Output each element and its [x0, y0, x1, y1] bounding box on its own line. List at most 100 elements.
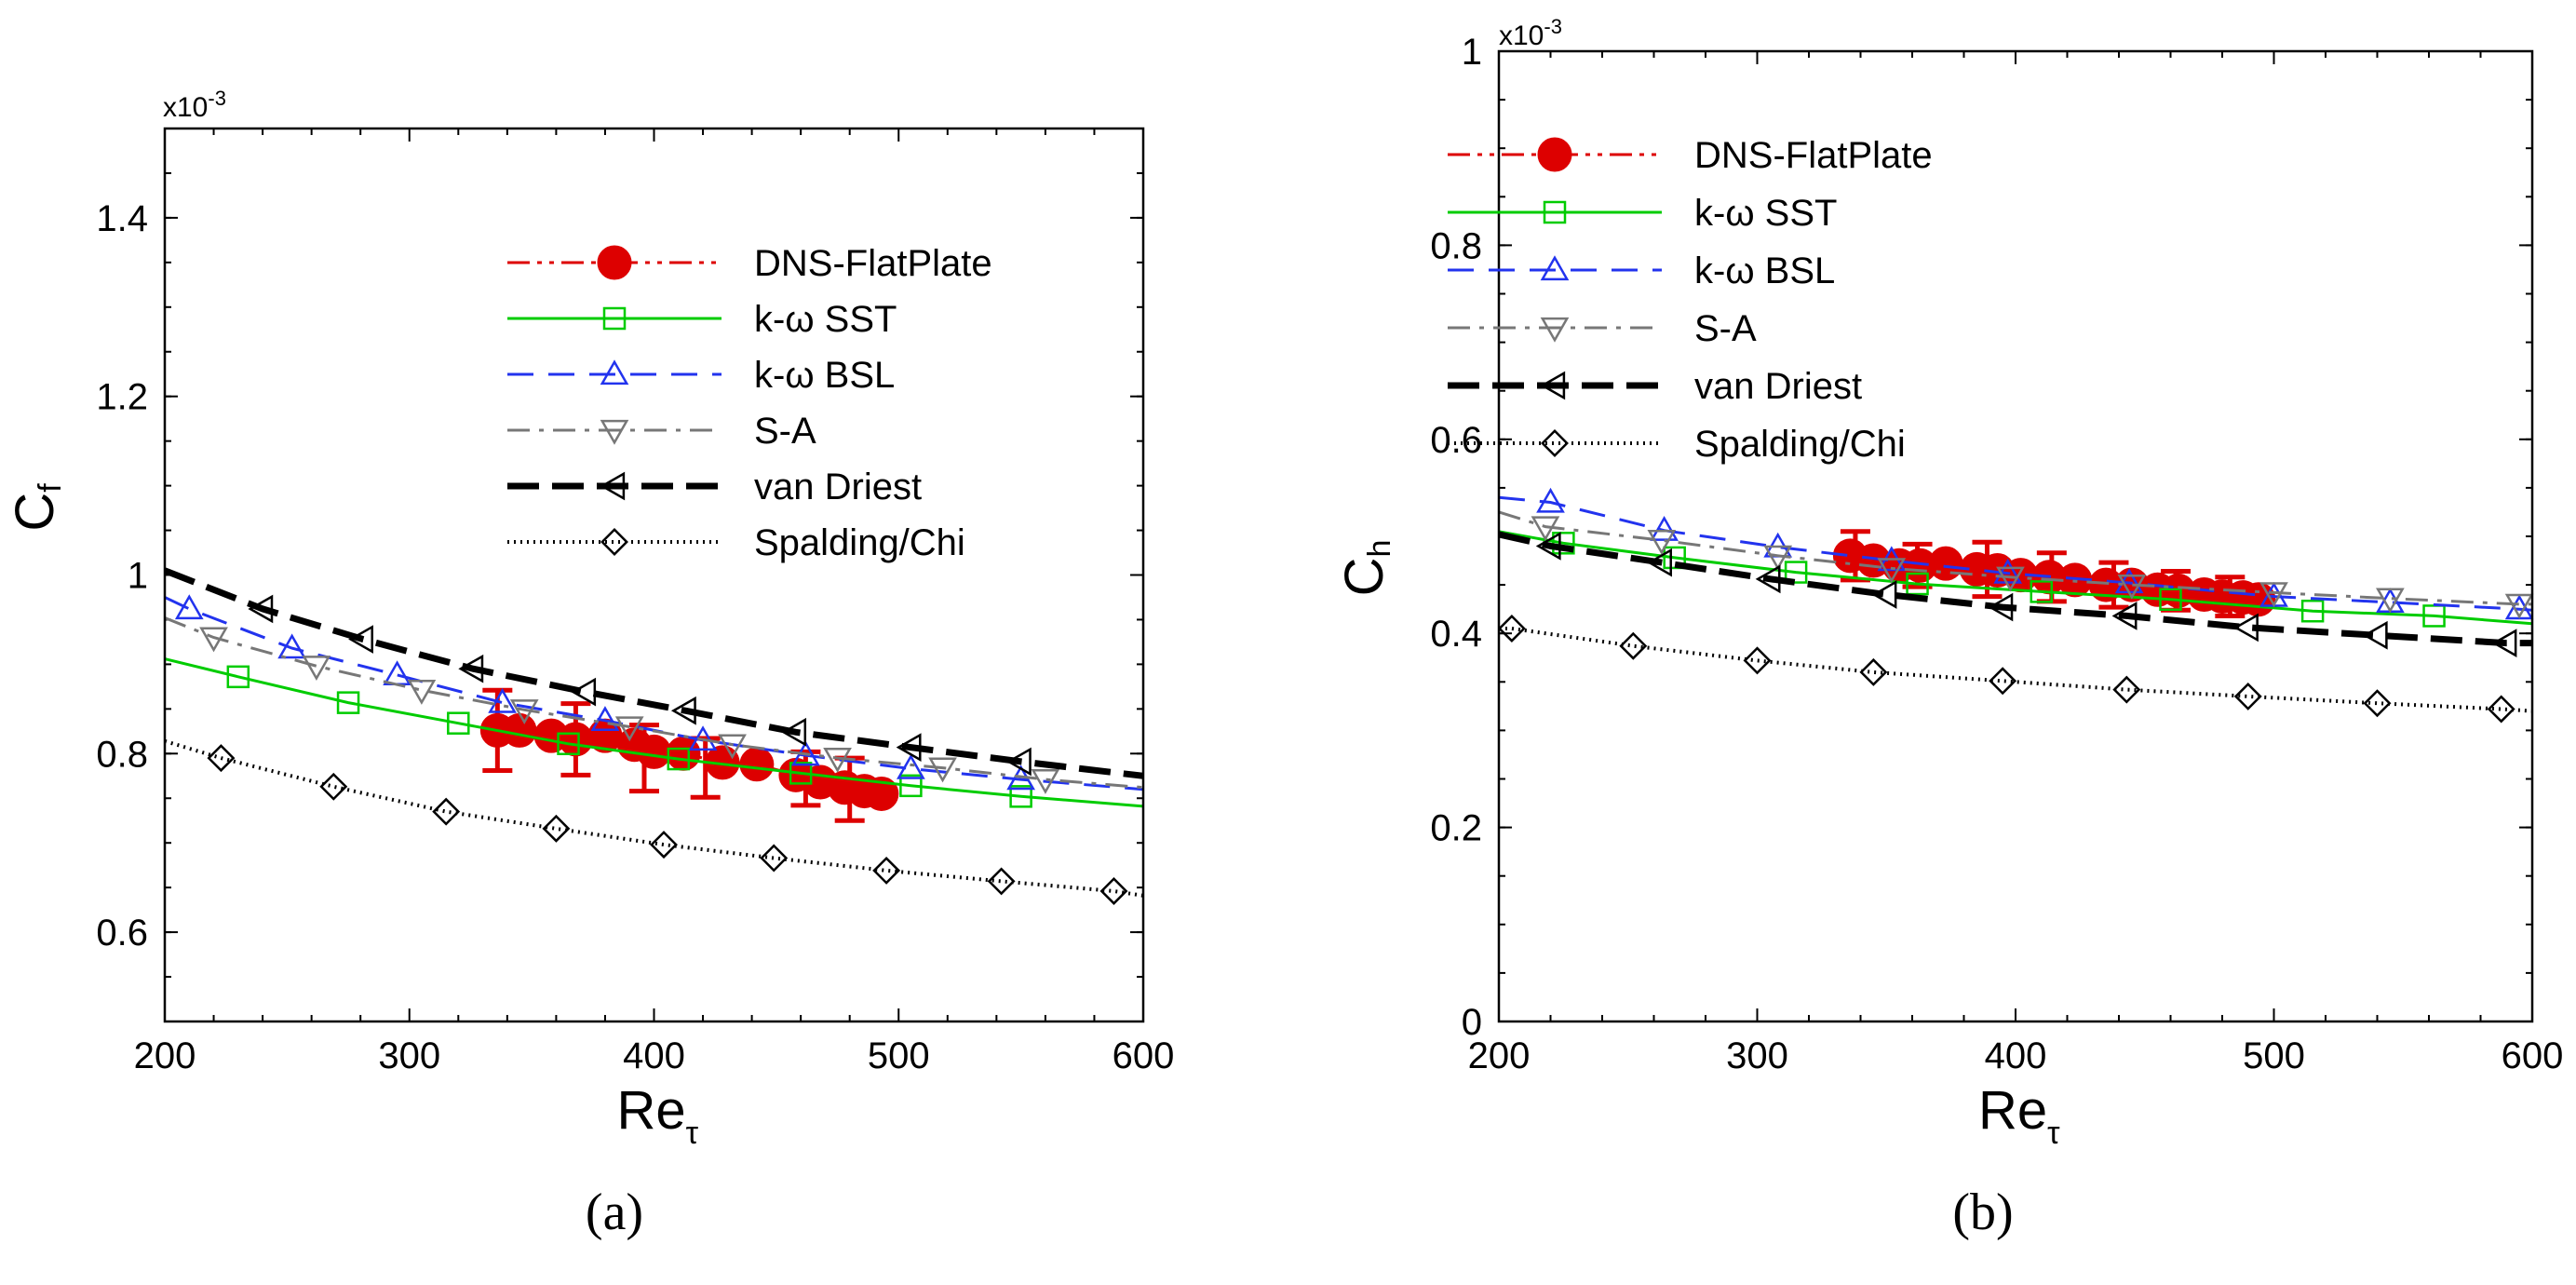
y-axis-label-base: C	[5, 493, 65, 532]
series-van-driest	[165, 567, 1143, 779]
series-marker	[277, 633, 306, 659]
series-marker	[823, 747, 852, 773]
series-marker	[2117, 574, 2147, 600]
series-marker	[542, 814, 571, 843]
series-marker	[1996, 566, 2025, 592]
y-tick-label: 0.6	[1430, 420, 1482, 461]
series-van-driest	[1499, 531, 2532, 657]
series-marker	[1099, 877, 1128, 905]
y-tick-label: 0.8	[1430, 225, 1482, 266]
y-tick-label: 1	[128, 556, 148, 597]
series-line-group	[1499, 531, 2532, 647]
legend-marker-s-a	[1540, 317, 1570, 343]
series-marker	[207, 744, 236, 773]
y-tick-label: 0.8	[96, 734, 148, 775]
y-multiplier-exponent: -3	[1544, 15, 1562, 38]
panel-label: (a)	[586, 1184, 643, 1241]
series-line-group	[165, 616, 1143, 790]
x-axis-label-subscript: τ	[686, 1116, 699, 1151]
series-marker	[458, 654, 484, 683]
series-marker	[670, 696, 696, 725]
series-marker	[383, 660, 411, 686]
y-tick-label: 1	[1462, 32, 1482, 73]
series-line	[1499, 531, 2532, 647]
series-marker	[650, 831, 678, 859]
series-marker	[2363, 689, 2392, 718]
ticks: 200 300 400 500 600 0 0.2 0.4 0.6 0.8 1	[1430, 32, 2563, 1076]
series-marker	[1619, 631, 1648, 660]
y-multiplier-exponent: -3	[208, 87, 226, 110]
data-point	[1928, 546, 1963, 581]
series-k-sst	[1499, 530, 2532, 628]
series-marker	[509, 699, 539, 725]
series-marker	[2491, 629, 2517, 657]
series-marker	[2233, 613, 2259, 642]
x-tick-label: 300	[378, 1035, 440, 1076]
y-multiplier-base: x10	[1499, 20, 1544, 51]
x-tick-label: 400	[1985, 1035, 2047, 1076]
y-tick-label: 0.4	[1430, 614, 1482, 655]
y-axis-label: Cf	[5, 483, 68, 532]
legend-marker-spalding-chi	[1541, 429, 1569, 457]
series-marker	[1650, 516, 1679, 541]
series-line	[1499, 495, 2532, 612]
legend-label-k-bsl: k-ω BSL	[754, 355, 895, 396]
series-line-group	[165, 738, 1143, 898]
series-marker	[1647, 548, 1672, 577]
series-marker	[1005, 747, 1032, 777]
series-marker	[1859, 657, 1888, 686]
series-marker	[2159, 588, 2182, 611]
legend: DNS-FlatPlate k-ω SST k-ω BSL S-A van Driest…	[1448, 135, 1933, 465]
series-marker	[174, 594, 204, 620]
y-axis-label-subscript: f	[33, 483, 68, 493]
series-marker	[1988, 592, 2014, 622]
legend-label-spalding-chi: Spalding/Chi	[754, 522, 965, 563]
legend-marker-van-driest	[600, 471, 626, 501]
series-marker	[1993, 558, 2023, 584]
y-tick-label: 1.2	[96, 377, 148, 418]
series-marker	[447, 711, 470, 735]
series-marker	[1663, 546, 1686, 570]
legend-label-k-sst: k-ω SST	[1694, 193, 1837, 234]
x-tick-label: 300	[1726, 1035, 1788, 1076]
series-marker	[899, 774, 923, 798]
series-marker	[590, 706, 620, 731]
series-marker	[1536, 487, 1565, 513]
legend-label-s-a: S-A	[1694, 308, 1757, 349]
legend-marker-s-a	[600, 419, 629, 445]
x-tick-label: 500	[868, 1035, 930, 1076]
x-axis-label-base: Re	[1978, 1080, 2047, 1141]
plot-frame	[163, 127, 1145, 1023]
legend-label-k-bsl: k-ω BSL	[1694, 250, 1835, 291]
series-marker	[2376, 588, 2405, 614]
x-tick-label: 500	[2243, 1035, 2305, 1076]
y-tick-label: 0.2	[1430, 808, 1482, 849]
legend-marker-dns-flatplate	[597, 245, 632, 280]
y-axis-label-base: C	[1334, 558, 1395, 597]
series-marker	[2487, 695, 2515, 724]
series-marker	[688, 725, 718, 751]
series-marker	[1743, 646, 1772, 675]
series-marker	[2259, 582, 2288, 608]
series-marker	[928, 757, 957, 783]
series-s-a	[1499, 510, 2534, 619]
legend-marker-dns-flatplate	[1537, 137, 1572, 172]
legend-label-spalding-chi: Spalding/Chi	[1694, 424, 1906, 465]
series-marker	[248, 594, 274, 624]
series-marker	[1877, 558, 1907, 584]
series-marker	[896, 733, 922, 762]
series-marker	[1989, 667, 2017, 696]
series-marker	[2233, 682, 2262, 710]
y-multiplier: x10-3	[163, 87, 226, 123]
data-point	[637, 734, 671, 769]
data-point	[739, 747, 775, 782]
series-marker	[614, 716, 644, 742]
data-point	[502, 712, 537, 748]
y-multiplier-base: x10	[163, 92, 208, 123]
series-marker	[872, 856, 901, 885]
y-tick-label: 1.4	[96, 198, 148, 239]
series-k-sst	[165, 657, 1143, 808]
x-tick-label: 600	[1113, 1035, 1175, 1076]
series-line-group	[165, 596, 1143, 791]
